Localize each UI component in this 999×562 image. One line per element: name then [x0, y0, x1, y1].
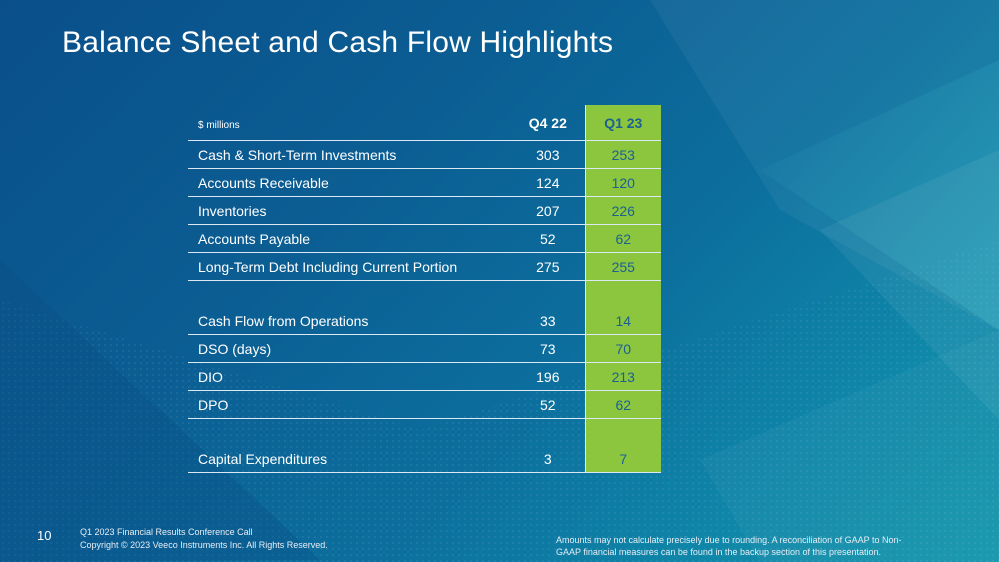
q4-22-value: 52 [511, 390, 586, 419]
row-label: Accounts Payable [188, 224, 512, 253]
table-row: Cash & Short-Term Investments 303 253 [188, 140, 661, 169]
q1-23-value: 255 [585, 252, 661, 281]
financial-table: $ millions Q4 22 Q1 23 Cash & Short-Term… [188, 105, 661, 473]
q4-22-value: 52 [511, 224, 586, 253]
table-row: Cash Flow from Operations 33 14 [188, 280, 661, 335]
disclaimer-line-1: Amounts may not calculate precisely due … [556, 535, 902, 545]
row-label: Long-Term Debt Including Current Portion [188, 252, 512, 281]
q1-23-value: 7 [585, 418, 661, 473]
q1-23-value: 14 [585, 280, 661, 335]
q4-22-value: 73 [511, 334, 586, 363]
table-row: Accounts Payable 52 62 [188, 224, 661, 253]
q4-22-value: 124 [511, 168, 586, 197]
column-header-q1-23: Q1 23 [585, 105, 661, 141]
column-header-q4-22: Q4 22 [511, 105, 586, 141]
page-title: Balance Sheet and Cash Flow Highlights [62, 26, 614, 59]
row-label: Cash Flow from Operations [188, 280, 512, 335]
row-label: Inventories [188, 196, 512, 225]
q4-22-value: 196 [511, 362, 586, 391]
row-label: DSO (days) [188, 334, 512, 363]
conference-line: Q1 2023 Financial Results Conference Cal… [80, 527, 253, 537]
q1-23-value: 213 [585, 362, 661, 391]
table-header-row: $ millions Q4 22 Q1 23 [188, 105, 661, 141]
row-label: Capital Expenditures [188, 418, 512, 473]
table-row: DPO 52 62 [188, 390, 661, 419]
row-label: Accounts Receivable [188, 168, 512, 197]
q1-23-value: 62 [585, 390, 661, 419]
q4-22-value: 275 [511, 252, 586, 281]
table-row: DIO 196 213 [188, 362, 661, 391]
q4-22-value: 303 [511, 140, 586, 169]
copyright-line: Copyright © 2023 Veeco Instruments Inc. … [80, 540, 328, 550]
disclaimer-line-2: GAAP financial measures can be found in … [556, 547, 882, 557]
unit-label: $ millions [188, 105, 512, 141]
q1-23-value: 70 [585, 334, 661, 363]
table-row: Inventories 207 226 [188, 196, 661, 225]
page-number: 10 [37, 528, 52, 543]
q4-22-value: 33 [511, 280, 586, 335]
table-row: DSO (days) 73 70 [188, 334, 661, 363]
footer-left: Q1 2023 Financial Results Conference Cal… [80, 526, 328, 552]
table-row: Long-Term Debt Including Current Portion… [188, 252, 661, 281]
q1-23-value: 226 [585, 196, 661, 225]
row-label: Cash & Short-Term Investments [188, 140, 512, 169]
q4-22-value: 3 [511, 418, 586, 473]
table-row: Accounts Receivable 124 120 [188, 168, 661, 197]
q4-22-value: 207 [511, 196, 586, 225]
row-label: DIO [188, 362, 512, 391]
q1-23-value: 120 [585, 168, 661, 197]
table-row: Capital Expenditures 3 7 [188, 418, 661, 473]
row-label: DPO [188, 390, 512, 419]
q1-23-value: 253 [585, 140, 661, 169]
q1-23-value: 62 [585, 224, 661, 253]
footer-disclaimer: Amounts may not calculate precisely due … [556, 534, 956, 558]
